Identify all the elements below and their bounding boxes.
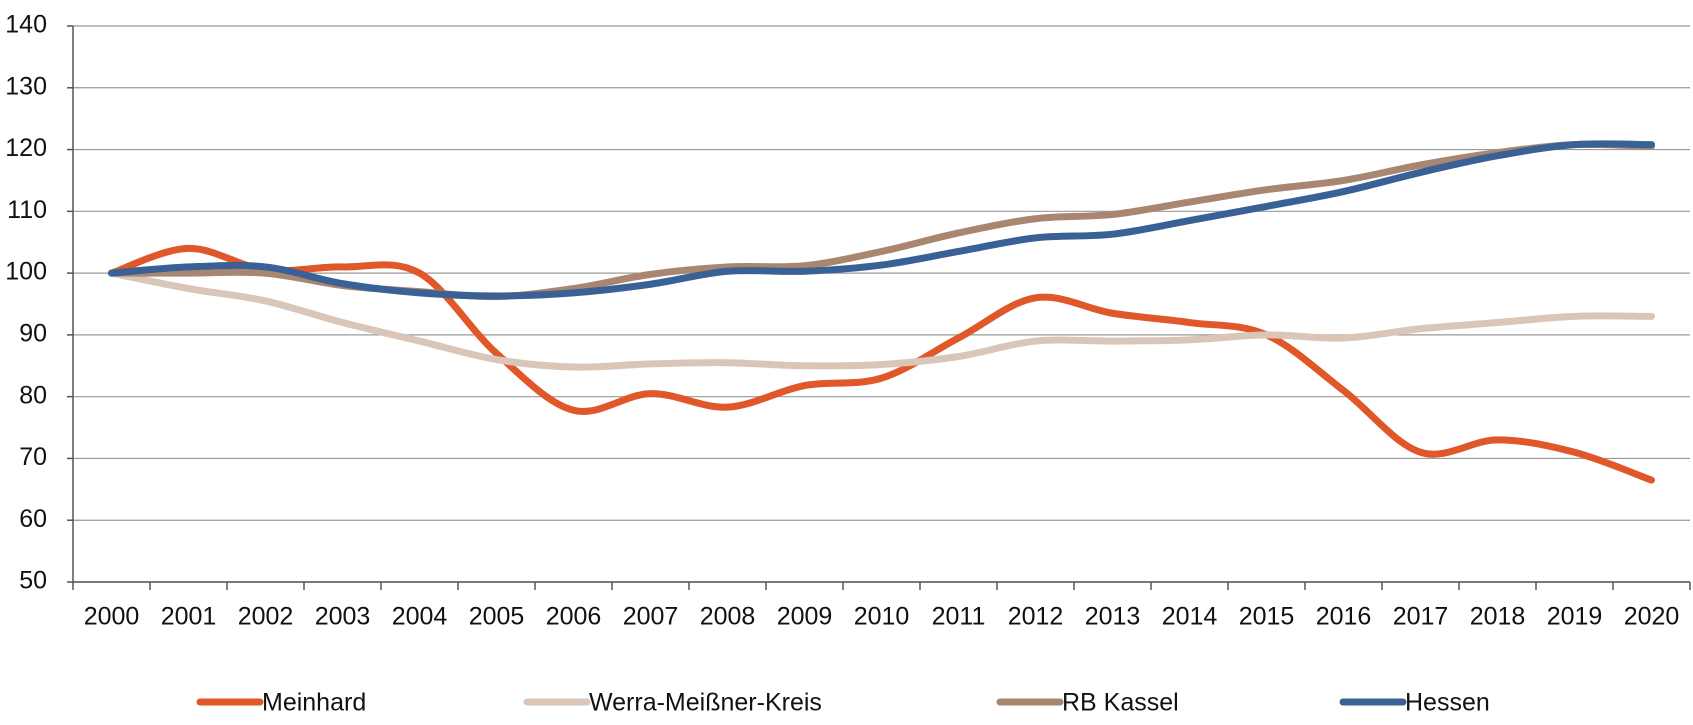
x-tick-label: 2016 (1316, 603, 1372, 631)
y-tick-label: 50 (19, 567, 47, 595)
y-tick-label: 100 (5, 258, 47, 286)
legend-label: Hessen (1405, 689, 1490, 717)
y-tick-label: 120 (5, 134, 47, 162)
x-tick-label: 2015 (1239, 603, 1295, 631)
y-tick-label: 60 (19, 505, 47, 533)
x-tick-label: 2005 (469, 603, 525, 631)
x-tick-label: 2020 (1624, 603, 1680, 631)
series-line (108, 140, 1655, 300)
legend-label: RB Kassel (1062, 689, 1179, 717)
x-tick-label: 2002 (238, 603, 294, 631)
x-tick-label: 2018 (1470, 603, 1526, 631)
x-tick-label: 2017 (1393, 603, 1449, 631)
x-tick-label: 2011 (932, 603, 986, 631)
legend-label: Meinhard (262, 689, 366, 717)
y-tick-label: 70 (19, 443, 47, 471)
legend-label: Werra-Meißner-Kreis (589, 689, 822, 717)
x-tick-label: 2004 (392, 603, 448, 631)
x-tick-label: 2006 (546, 603, 602, 631)
x-tick-label: 2010 (854, 603, 910, 631)
x-tick-label: 2003 (315, 603, 371, 631)
x-tick-label: 2008 (700, 603, 756, 631)
y-tick-label: 90 (19, 319, 47, 347)
series-line (108, 244, 1655, 484)
x-tick-label: 2009 (777, 603, 833, 631)
y-tick-label: 110 (7, 196, 47, 224)
y-tick-label: 80 (19, 381, 47, 409)
x-tick-label: 2012 (1008, 603, 1064, 631)
x-tick-label: 2013 (1085, 603, 1141, 631)
x-tick-label: 2014 (1162, 603, 1218, 631)
x-tick-label: 2000 (84, 603, 140, 631)
series-line (108, 269, 1655, 371)
series-line (108, 140, 1655, 301)
x-tick-label: 2001 (161, 603, 217, 631)
x-tick-label: 2019 (1547, 603, 1603, 631)
x-tick-label: 2007 (623, 603, 679, 631)
y-tick-label: 130 (5, 72, 47, 100)
y-tick-label: 140 (5, 11, 47, 39)
